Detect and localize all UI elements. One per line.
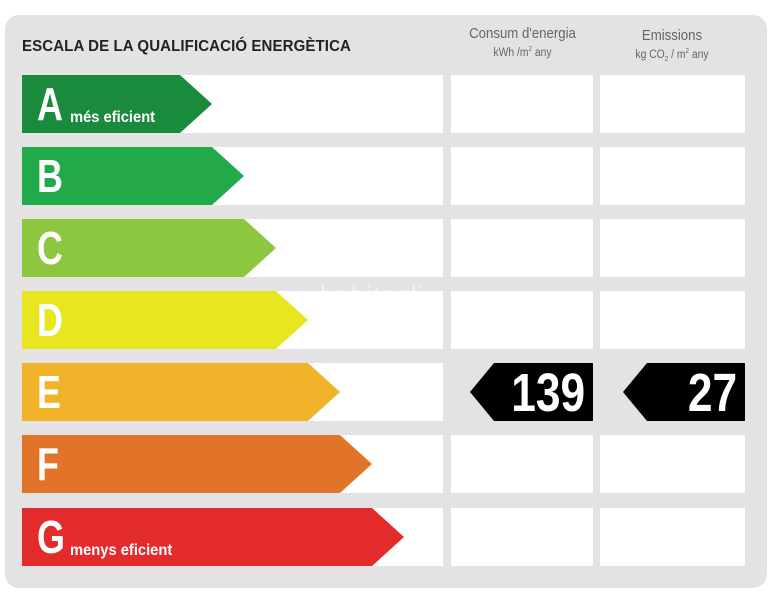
emissions-cell-d — [600, 291, 745, 349]
consum-cell-f — [451, 435, 593, 493]
watermark: habitaclia — [320, 280, 440, 310]
rating-letter: E — [37, 366, 61, 418]
rating-letter: G — [37, 511, 65, 563]
rating-arrow-b: B — [22, 147, 244, 205]
consum-column-header: Consum d'energia kWh /m2 any — [450, 25, 595, 59]
rating-letter: A — [37, 78, 63, 130]
emissions-cell-g — [600, 508, 745, 566]
consum-cell-g — [451, 508, 593, 566]
rating-row-e: E — [22, 363, 443, 421]
rating-letter: C — [37, 222, 63, 274]
consum-header-unit: kWh /m2 any — [493, 46, 552, 59]
emissions-value-badge: 27 — [623, 363, 745, 421]
rating-row-b: B — [22, 147, 443, 205]
rating-sublabel: menys eficient — [70, 542, 173, 559]
rating-arrow-d: D — [22, 291, 308, 349]
emissions-header-label: Emissions — [641, 27, 703, 44]
emissions-cell-a — [600, 75, 745, 133]
rating-row-c: C — [22, 219, 443, 277]
consum-cell-b — [451, 147, 593, 205]
rating-sublabel: més eficient — [70, 109, 156, 126]
emissions-header-unit: kg CO2 / m2 any — [635, 48, 709, 64]
consum-header-label: Consum d'energia — [469, 25, 576, 42]
consum-value: 139 — [511, 363, 585, 423]
emissions-cell-f — [600, 435, 745, 493]
consum-cell-a — [451, 75, 593, 133]
rating-letter: B — [37, 150, 63, 202]
rating-row-f: F — [22, 435, 443, 493]
rating-arrow-f: F — [22, 435, 372, 493]
emissions-value: 27 — [687, 363, 737, 423]
rating-letter: D — [37, 294, 63, 346]
consum-cell-c — [451, 219, 593, 277]
emissions-cell-b — [600, 147, 745, 205]
consum-value-badge: 139 — [470, 363, 593, 421]
rating-letter: F — [37, 438, 59, 490]
emissions-column-header: Emissions kg CO2 / m2 any — [598, 27, 746, 63]
emissions-cell-c — [600, 219, 745, 277]
rating-row-d: D — [22, 291, 443, 349]
consum-cell-d — [451, 291, 593, 349]
consum-cell-e: 139 — [451, 363, 593, 421]
rating-arrow-e: E — [22, 363, 340, 421]
scale-title: ESCALA DE LA QUALIFICACIÓ ENERGÈTICA — [22, 38, 351, 55]
rating-arrow-c: C — [22, 219, 276, 277]
emissions-cell-e: 27 — [600, 363, 745, 421]
